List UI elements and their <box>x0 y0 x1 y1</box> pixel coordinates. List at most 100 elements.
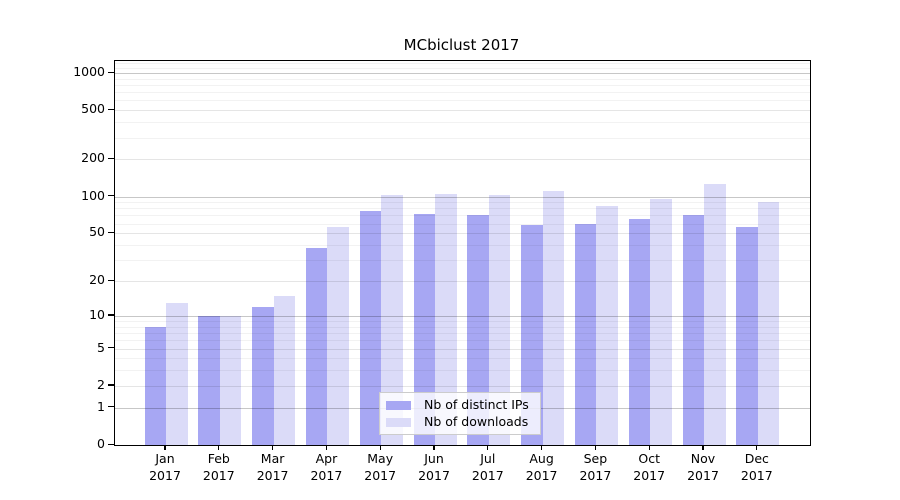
y-tick-mark <box>108 157 114 160</box>
y-tick-label: 1000 <box>73 64 105 79</box>
x-tick-mark <box>325 445 328 450</box>
x-tick-mark <box>218 445 220 450</box>
legend-label-downloads: Nb of downloads <box>424 414 529 429</box>
bar-ips-jun <box>413 213 435 445</box>
gridline <box>115 281 810 283</box>
gridline <box>115 233 810 235</box>
gridline <box>115 92 810 94</box>
bar-downloads-jan <box>166 302 188 445</box>
gridline <box>115 202 810 204</box>
bar-ips-dec <box>736 227 758 445</box>
y-tick-mark <box>108 314 114 316</box>
gridline <box>115 137 810 139</box>
x-tick-mark <box>756 445 758 450</box>
x-tick-mark <box>702 445 704 450</box>
y-tick-mark <box>108 443 114 445</box>
legend: Nb of distinct IPs Nb of downloads <box>379 392 541 435</box>
y-tick-label: 100 <box>81 187 105 203</box>
y-tick-mark <box>108 195 114 197</box>
legend-swatch-distinct-ips <box>386 400 411 410</box>
gridline <box>115 73 810 74</box>
gridline <box>115 333 810 335</box>
gridline <box>115 78 810 80</box>
x-tick-mark <box>541 445 543 450</box>
bar-downloads-aug <box>542 190 565 445</box>
gridline <box>115 110 810 112</box>
x-tick-mark <box>487 445 489 450</box>
x-tick-mark <box>594 445 597 450</box>
x-tick-label: Feb 2017 <box>202 451 235 483</box>
x-tick-mark <box>433 445 435 450</box>
bar-ips-aug <box>521 224 543 445</box>
gridline <box>115 348 810 350</box>
bar-downloads-may <box>381 194 403 445</box>
legend-swatch-downloads <box>386 417 411 427</box>
gridline <box>115 260 810 262</box>
gridline <box>115 67 810 69</box>
gridline <box>115 63 810 65</box>
x-tick-label: Jan 2017 <box>149 451 181 483</box>
x-tick-mark <box>164 445 166 450</box>
legend-item-downloads: Nb of downloads <box>386 415 534 429</box>
legend-item-distinct-ips: Nb of distinct IPs <box>386 398 534 412</box>
chart-title: MCbiclust 2017 <box>403 36 520 54</box>
x-tick-mark <box>648 445 650 450</box>
bar-ips-jan <box>144 326 166 445</box>
x-tick-label: Mar 2017 <box>256 451 289 483</box>
bar-ips-sep <box>574 223 597 445</box>
y-tick-mark <box>108 406 114 408</box>
gridline <box>115 100 810 102</box>
y-tick-mark <box>108 71 114 73</box>
x-tick-label: Aug 2017 <box>525 451 558 483</box>
y-tick-label: 1 <box>97 398 105 414</box>
y-tick-mark <box>108 231 114 234</box>
bar-downloads-dec <box>757 202 780 445</box>
bar-ips-jul <box>467 215 489 445</box>
x-tick-label: Dec 2017 <box>740 451 773 483</box>
bar-downloads-oct <box>650 199 672 445</box>
y-tick-label: 2 <box>97 376 105 392</box>
gridline <box>115 370 810 372</box>
y-tick-label: 0 <box>97 436 105 451</box>
bar-downloads-mar <box>273 295 296 445</box>
y-tick-label: 50 <box>89 224 105 240</box>
bar-ips-nov <box>682 214 704 445</box>
gridline <box>115 196 810 198</box>
bar-ips-may <box>359 211 382 445</box>
x-tick-label: Oct 2017 <box>633 451 666 483</box>
bar-ips-feb <box>198 315 220 445</box>
x-tick-mark <box>379 445 381 450</box>
bar-ips-mar <box>252 306 274 445</box>
y-tick-label: 200 <box>81 150 105 166</box>
gridline <box>115 159 810 161</box>
bar-downloads-jun <box>435 194 457 445</box>
bar-downloads-apr <box>327 227 349 445</box>
x-tick-label: Jul 2017 <box>471 451 504 483</box>
x-tick-label: Jun 2017 <box>418 451 450 483</box>
x-tick-label: Sep 2017 <box>579 451 612 483</box>
y-tick-mark <box>108 279 114 281</box>
x-tick-mark <box>272 445 274 450</box>
x-tick-label: May 2017 <box>364 451 397 483</box>
y-tick-label: 5 <box>97 339 105 355</box>
x-tick-label: Nov 2017 <box>687 451 719 483</box>
gridline <box>115 358 810 360</box>
bar-downloads-nov <box>704 184 726 445</box>
plot-area <box>114 60 811 446</box>
gridline <box>115 208 810 210</box>
y-tick-mark <box>108 384 114 386</box>
x-tick-label: Apr 2017 <box>310 451 343 483</box>
gridline <box>115 321 810 323</box>
y-tick-label: 500 <box>81 101 105 117</box>
y-tick-mark <box>108 108 114 111</box>
gridline <box>115 315 810 317</box>
bar-ips-apr <box>305 247 328 445</box>
bar-ips-oct <box>628 218 651 445</box>
gridline <box>115 85 810 86</box>
bar-downloads-feb <box>219 315 242 445</box>
gridline <box>115 245 810 247</box>
gridline <box>115 340 810 342</box>
gridline <box>115 326 810 328</box>
legend-label-distinct-ips: Nb of distinct IPs <box>424 397 529 412</box>
